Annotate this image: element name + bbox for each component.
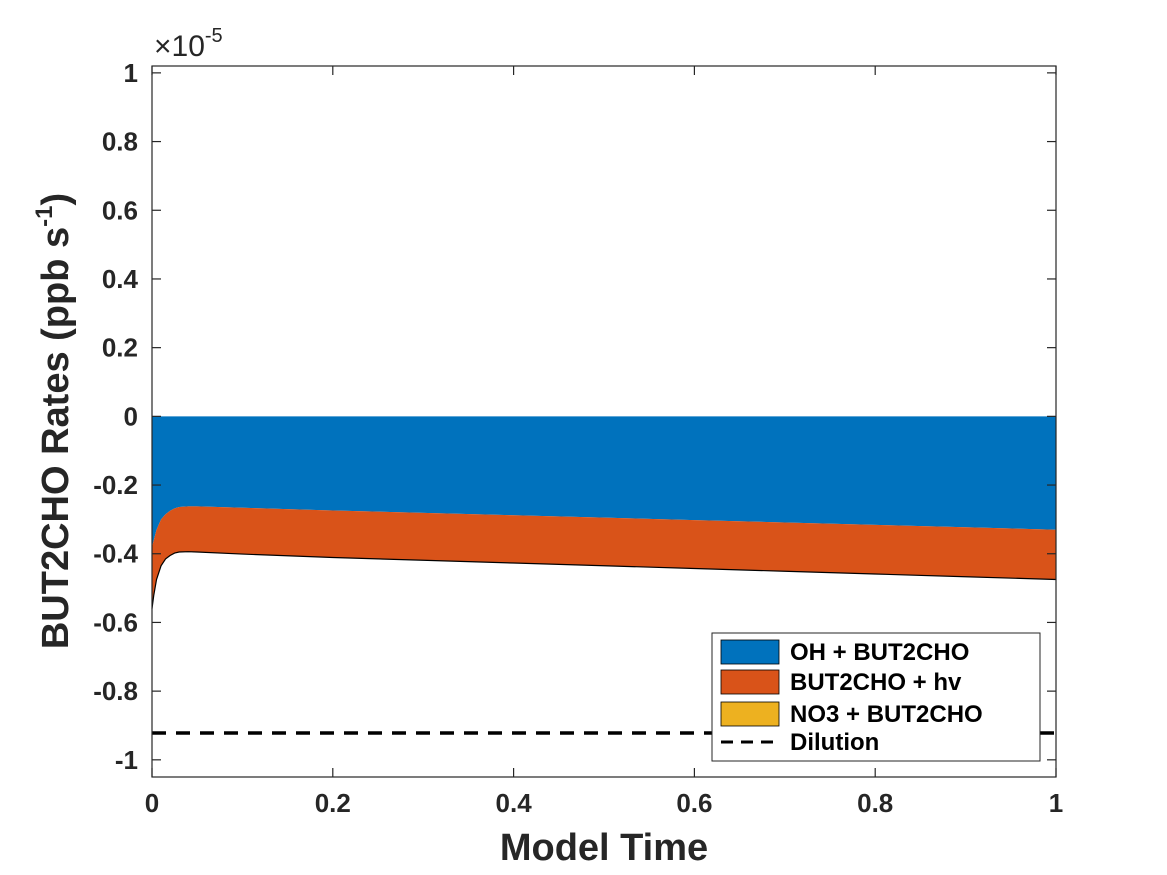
x-axis-label: Model Time [500,827,708,869]
x-axis-ticks: 0 0.2 0.4 0.6 0.8 1 [145,66,1063,818]
y-tick-label: 0.4 [102,264,139,294]
legend-label-hv: BUT2CHO + hv [790,669,962,696]
y-axis-label-main: BUT2CHO Rates (ppb s [35,227,77,649]
legend-swatch-no3 [720,701,780,727]
legend-label-dilution: Dilution [790,729,879,756]
x-tick-label: 0 [145,788,159,818]
legend-swatch-hv [720,669,780,695]
y-axis-label-suffix: ) [35,193,77,206]
legend-label-oh: OH + BUT2CHO [790,639,969,666]
y-axis-ticks: -1 -0.8 -0.6 -0.4 -0.2 0 0.2 0.4 0.6 0.8 1 [93,58,1056,775]
y-exponent-power: -5 [205,25,223,47]
y-tick-label: -1 [115,745,138,775]
area-but2cho-hv [152,506,1056,609]
y-tick-label: 0.6 [102,195,138,225]
x-tick-label: 1 [1049,788,1063,818]
y-tick-label: -0.6 [93,607,138,637]
x-tick-label: 0.6 [676,788,712,818]
plot-area-border [151,65,1057,778]
legend-swatch-oh [720,639,780,665]
legend: OH + BUT2CHO BUT2CHO + hv NO3 + BUT2CHO … [711,632,1041,762]
legend-label-no3: NO3 + BUT2CHO [790,701,983,728]
y-tick-label: 0.2 [102,333,138,363]
y-axis-label-superscript: -1 [31,206,58,227]
area-oh-but2cho [152,416,1056,547]
y-tick-label: -0.4 [93,539,138,569]
x-tick-label: 0.4 [496,788,533,818]
y-axis-label: BUT2CHO Rates (ppb s-1) [31,193,77,649]
y-tick-label: 0.8 [102,127,138,157]
x-tick-label: 0.2 [315,788,351,818]
y-tick-label: -0.2 [93,470,138,500]
y-tick-label: -0.8 [93,676,138,706]
y-tick-label: 1 [124,58,138,88]
y-tick-label: 0 [124,401,138,431]
y-exponent-label: ×10-5 [154,25,223,63]
y-exponent-multiplier: ×10 [154,30,205,63]
x-tick-label: 0.8 [857,788,893,818]
